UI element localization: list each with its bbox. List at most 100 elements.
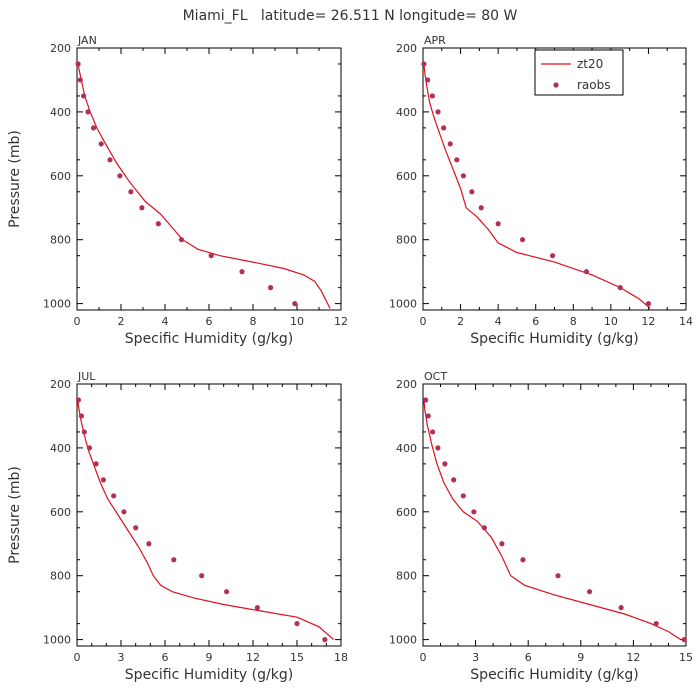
data-point-raobs xyxy=(77,77,83,83)
x-tick-label: 6 xyxy=(525,651,532,664)
data-point-raobs xyxy=(93,461,99,467)
panel-label: APR xyxy=(424,34,446,47)
data-point-raobs xyxy=(239,269,245,275)
y-tick-label: 600 xyxy=(50,170,71,183)
data-point-raobs xyxy=(429,93,435,99)
x-tick-label: 4 xyxy=(495,315,502,328)
data-point-raobs xyxy=(469,189,475,195)
y-tick-label: 800 xyxy=(396,570,417,583)
data-point-raobs xyxy=(98,141,104,147)
data-point-raobs xyxy=(171,557,177,563)
data-point-raobs xyxy=(100,477,106,483)
data-point-raobs xyxy=(555,573,561,579)
y-tick-label: 600 xyxy=(396,506,417,519)
x-tick-label: 9 xyxy=(206,651,213,664)
legend-label: raobs xyxy=(577,78,611,92)
data-point-raobs xyxy=(178,237,185,243)
x-tick-label: 3 xyxy=(118,651,125,664)
data-point-raobs xyxy=(495,221,501,227)
y-tick-label: 200 xyxy=(50,378,71,391)
y-tick-label: 400 xyxy=(396,442,417,455)
series-line-zt20 xyxy=(77,398,335,641)
data-point-raobs xyxy=(421,61,427,67)
y-tick-label: 800 xyxy=(396,234,417,247)
data-point-raobs xyxy=(481,525,487,531)
data-point-raobs xyxy=(478,205,484,211)
panel-jul: 0 3 6 9 12 15 18 200 400 600 800 1000 JUL Specific Hu… xyxy=(7,370,348,683)
data-point-raobs xyxy=(199,573,205,579)
x-tick-label: 0 xyxy=(420,315,427,328)
y-tick-label: 1000 xyxy=(389,298,417,311)
data-point-raobs xyxy=(146,541,152,547)
data-point-raobs xyxy=(447,141,453,147)
series-line-zt20 xyxy=(423,399,682,641)
legend: zt20 raobs xyxy=(534,49,624,96)
x-tick-label: 12 xyxy=(641,315,655,328)
series-line-zt20 xyxy=(423,63,651,309)
data-point-raobs xyxy=(85,109,91,115)
chart-title: Miami_FL latitude= 26.511 N longitude= 8… xyxy=(183,8,518,24)
y-tick-label: 400 xyxy=(50,106,71,119)
y-axis-title: Pressure (mb) xyxy=(7,466,23,564)
data-point-raobs xyxy=(254,605,260,611)
y-tick-label: 1000 xyxy=(43,298,71,311)
x-tick-label: 0 xyxy=(74,315,81,328)
data-point-raobs xyxy=(121,509,127,515)
data-point-raobs xyxy=(107,157,113,163)
data-point-raobs xyxy=(583,269,590,275)
data-point-raobs xyxy=(471,509,477,515)
x-tick-label: 3 xyxy=(472,651,479,664)
x-tick-label: 4 xyxy=(162,315,169,328)
x-tick-label: 14 xyxy=(679,315,693,328)
data-point-raobs xyxy=(520,557,526,563)
panel-label: JAN xyxy=(77,34,97,47)
x-axis-title: Specific Humidity (g/kg) xyxy=(125,331,293,347)
data-point-raobs xyxy=(519,237,526,243)
data-point-raobs xyxy=(322,637,328,643)
data-point-raobs xyxy=(117,173,123,179)
panel-label: JUL xyxy=(77,370,96,383)
data-point-raobs xyxy=(224,589,230,595)
panel-apr: 0 2 4 6 8 10 12 14 200 400 600 800 1000 APR Specific H… xyxy=(389,34,693,347)
y-tick-label: 800 xyxy=(50,234,71,247)
data-point-raobs xyxy=(618,605,624,611)
legend-marker-swatch xyxy=(553,82,559,88)
x-axis-title: Specific Humidity (g/kg) xyxy=(125,667,293,683)
data-point-raobs xyxy=(292,301,298,307)
data-point-raobs xyxy=(617,285,623,291)
data-point-raobs xyxy=(460,493,466,499)
data-point-raobs xyxy=(128,189,134,195)
data-point-raobs xyxy=(78,413,84,419)
series-line-zt20 xyxy=(77,62,331,309)
data-point-raobs xyxy=(423,397,429,403)
data-point-raobs xyxy=(294,621,300,627)
data-point-raobs xyxy=(425,77,431,83)
x-tick-label: 8 xyxy=(570,315,577,328)
x-axis-title: Specific Humidity (g/kg) xyxy=(470,331,638,347)
x-tick-label: 2 xyxy=(457,315,464,328)
data-point-raobs xyxy=(133,525,139,531)
data-point-raobs xyxy=(139,205,145,211)
data-point-raobs xyxy=(442,461,448,467)
plot-frame xyxy=(422,383,687,647)
y-tick-label: 600 xyxy=(396,170,417,183)
panel-jan: 0 2 4 6 8 10 12 200 400 600 800 1000 JAN Specific Hum… xyxy=(7,34,348,347)
data-point-raobs xyxy=(441,125,447,131)
data-point-raobs xyxy=(81,429,87,435)
data-point-raobs xyxy=(499,541,505,547)
y-tick-label: 200 xyxy=(396,42,417,55)
data-point-raobs xyxy=(454,157,460,163)
x-tick-label: 6 xyxy=(162,651,169,664)
data-point-raobs xyxy=(268,285,274,291)
x-tick-label: 15 xyxy=(290,651,304,664)
x-tick-label: 8 xyxy=(250,315,257,328)
x-tick-label: 12 xyxy=(626,651,640,664)
data-point-raobs xyxy=(155,221,161,227)
x-tick-label: 18 xyxy=(334,651,348,664)
data-point-raobs xyxy=(90,125,97,131)
data-point-raobs xyxy=(653,621,659,627)
data-point-raobs xyxy=(81,93,87,99)
data-point-raobs xyxy=(208,253,214,259)
